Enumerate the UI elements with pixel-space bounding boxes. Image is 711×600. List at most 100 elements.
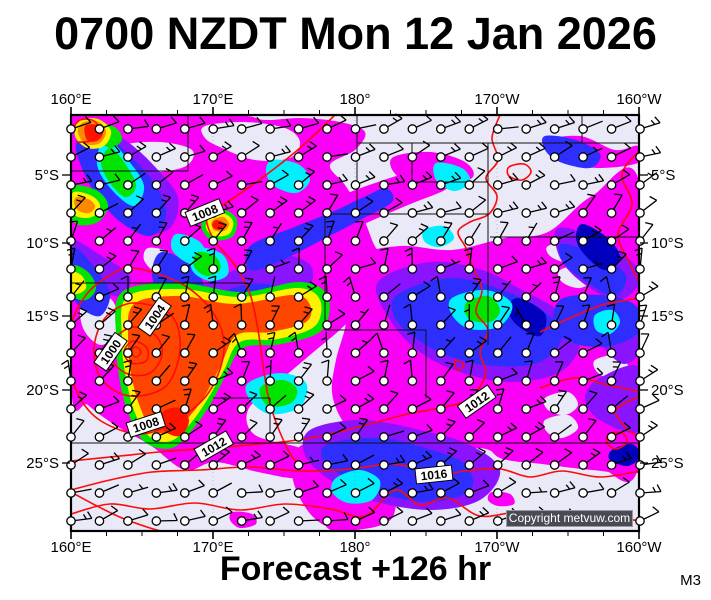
- wind-station-circle: [606, 404, 617, 414]
- wind-station-circle: [635, 404, 645, 414]
- wind-station-circle: [94, 180, 105, 190]
- wind-station-circle: [521, 152, 532, 162]
- wind-station-circle: [179, 180, 190, 190]
- wind-station-circle: [179, 292, 190, 302]
- wind-station-circle: [350, 180, 361, 190]
- wind-station-circle: [322, 432, 332, 442]
- wind-station-circle: [578, 208, 588, 218]
- wind-station-circle: [492, 348, 503, 358]
- wind-station-circle: [322, 460, 332, 470]
- isobar-line: [71, 266, 225, 435]
- wind-station-circle: [265, 264, 275, 274]
- wind-station-circle: [549, 292, 560, 302]
- isobar-line: [71, 463, 639, 491]
- wind-station-circle: [179, 264, 190, 274]
- wind-station-circle: [293, 460, 304, 470]
- wind-station-circle: [492, 292, 503, 302]
- wind-station-circle: [549, 208, 560, 218]
- wind-station-circle: [66, 208, 76, 218]
- wind-station-circle: [123, 292, 133, 302]
- wind-station-circle: [549, 180, 560, 190]
- isobar-line: [453, 359, 465, 371]
- wind-station-circle: [94, 208, 105, 218]
- wind-station-circle: [151, 516, 162, 526]
- wind-station-circle: [578, 124, 588, 134]
- wind-station-circle: [293, 348, 304, 358]
- latitude-label-right: 25°S: [651, 455, 684, 472]
- wind-station-circle: [635, 488, 645, 498]
- isobar-label-text: 1016: [420, 467, 448, 484]
- wind-station-circle: [208, 404, 219, 414]
- wind-station-circle: [407, 180, 418, 190]
- wind-station-circle: [549, 488, 560, 498]
- precip-blob-darkblue: [508, 297, 547, 337]
- wind-station-circle: [549, 432, 560, 442]
- wind-station-circle: [322, 320, 332, 330]
- latitude-label-left: 20°S: [26, 382, 59, 399]
- precip-blob-red: [211, 219, 226, 231]
- wind-station-circle: [635, 264, 645, 274]
- wind-station-circle: [578, 264, 588, 274]
- wind-station-circle: [94, 320, 105, 330]
- longitude-label-bottom: 170°W: [474, 539, 520, 556]
- wind-station-circle: [464, 236, 475, 246]
- wind-station-circle: [293, 208, 304, 218]
- wind-station-circle: [94, 292, 105, 302]
- wind-station-circle: [179, 236, 190, 246]
- wind-station-circle: [350, 460, 361, 470]
- longitude-label-top: 180°: [339, 91, 370, 108]
- wind-station-circle: [407, 236, 418, 246]
- wind-station-circle: [435, 292, 446, 302]
- wind-station-circle: [350, 236, 361, 246]
- wind-station-circle: [179, 124, 190, 134]
- wind-station-circle: [179, 404, 190, 414]
- wind-station-circle: [492, 236, 503, 246]
- wind-station-circle: [350, 376, 361, 386]
- precip-blob-bg: [543, 414, 579, 439]
- wind-station-circle: [265, 180, 275, 190]
- wind-station-circle: [435, 404, 446, 414]
- wind-station-circle: [464, 152, 475, 162]
- wind-station-circle: [379, 152, 389, 162]
- wind-station-circle: [492, 376, 503, 386]
- wind-station-circle: [123, 320, 133, 330]
- wind-station-circle: [379, 236, 389, 246]
- wind-station-circle: [464, 376, 475, 386]
- isobar-label-box: [184, 198, 226, 227]
- wind-station-circle: [606, 292, 617, 302]
- wind-station-circle: [94, 376, 105, 386]
- wind-station-circle: [464, 432, 475, 442]
- wind-station-circle: [151, 124, 162, 134]
- wind-station-circle: [123, 376, 133, 386]
- wind-station-circle: [635, 292, 645, 302]
- wind-station-circle: [492, 264, 503, 274]
- wind-station-circle: [578, 432, 588, 442]
- wind-station-circle: [635, 236, 645, 246]
- wind-station-circle: [322, 488, 332, 498]
- wind-station-circle: [151, 208, 162, 218]
- wind-station-circle: [179, 376, 190, 386]
- wind-station-circle: [521, 460, 532, 470]
- wind-station-circle: [151, 264, 162, 274]
- isobar-line: [506, 163, 532, 181]
- longitude-label-bottom: 180°: [339, 539, 370, 556]
- wind-station-circle: [236, 516, 247, 526]
- wind-station-circle: [322, 152, 332, 162]
- wind-station-circle: [350, 516, 361, 526]
- wind-station-circle: [208, 320, 219, 330]
- wind-station-circle: [549, 348, 560, 358]
- wind-station-circle: [435, 516, 446, 526]
- precip-blob-cyan: [422, 225, 455, 248]
- wind-station-circle: [435, 208, 446, 218]
- wind-station-circle: [464, 180, 475, 190]
- wind-station-circle: [464, 516, 475, 526]
- wind-station-circle: [350, 488, 361, 498]
- wind-station-circle: [635, 152, 645, 162]
- wind-station-circle: [492, 152, 503, 162]
- wind-station-circle: [293, 124, 304, 134]
- wind-station-circle: [549, 264, 560, 274]
- wind-station-circle: [379, 404, 389, 414]
- wind-station-circle: [578, 460, 588, 470]
- wind-station-circle: [407, 516, 418, 526]
